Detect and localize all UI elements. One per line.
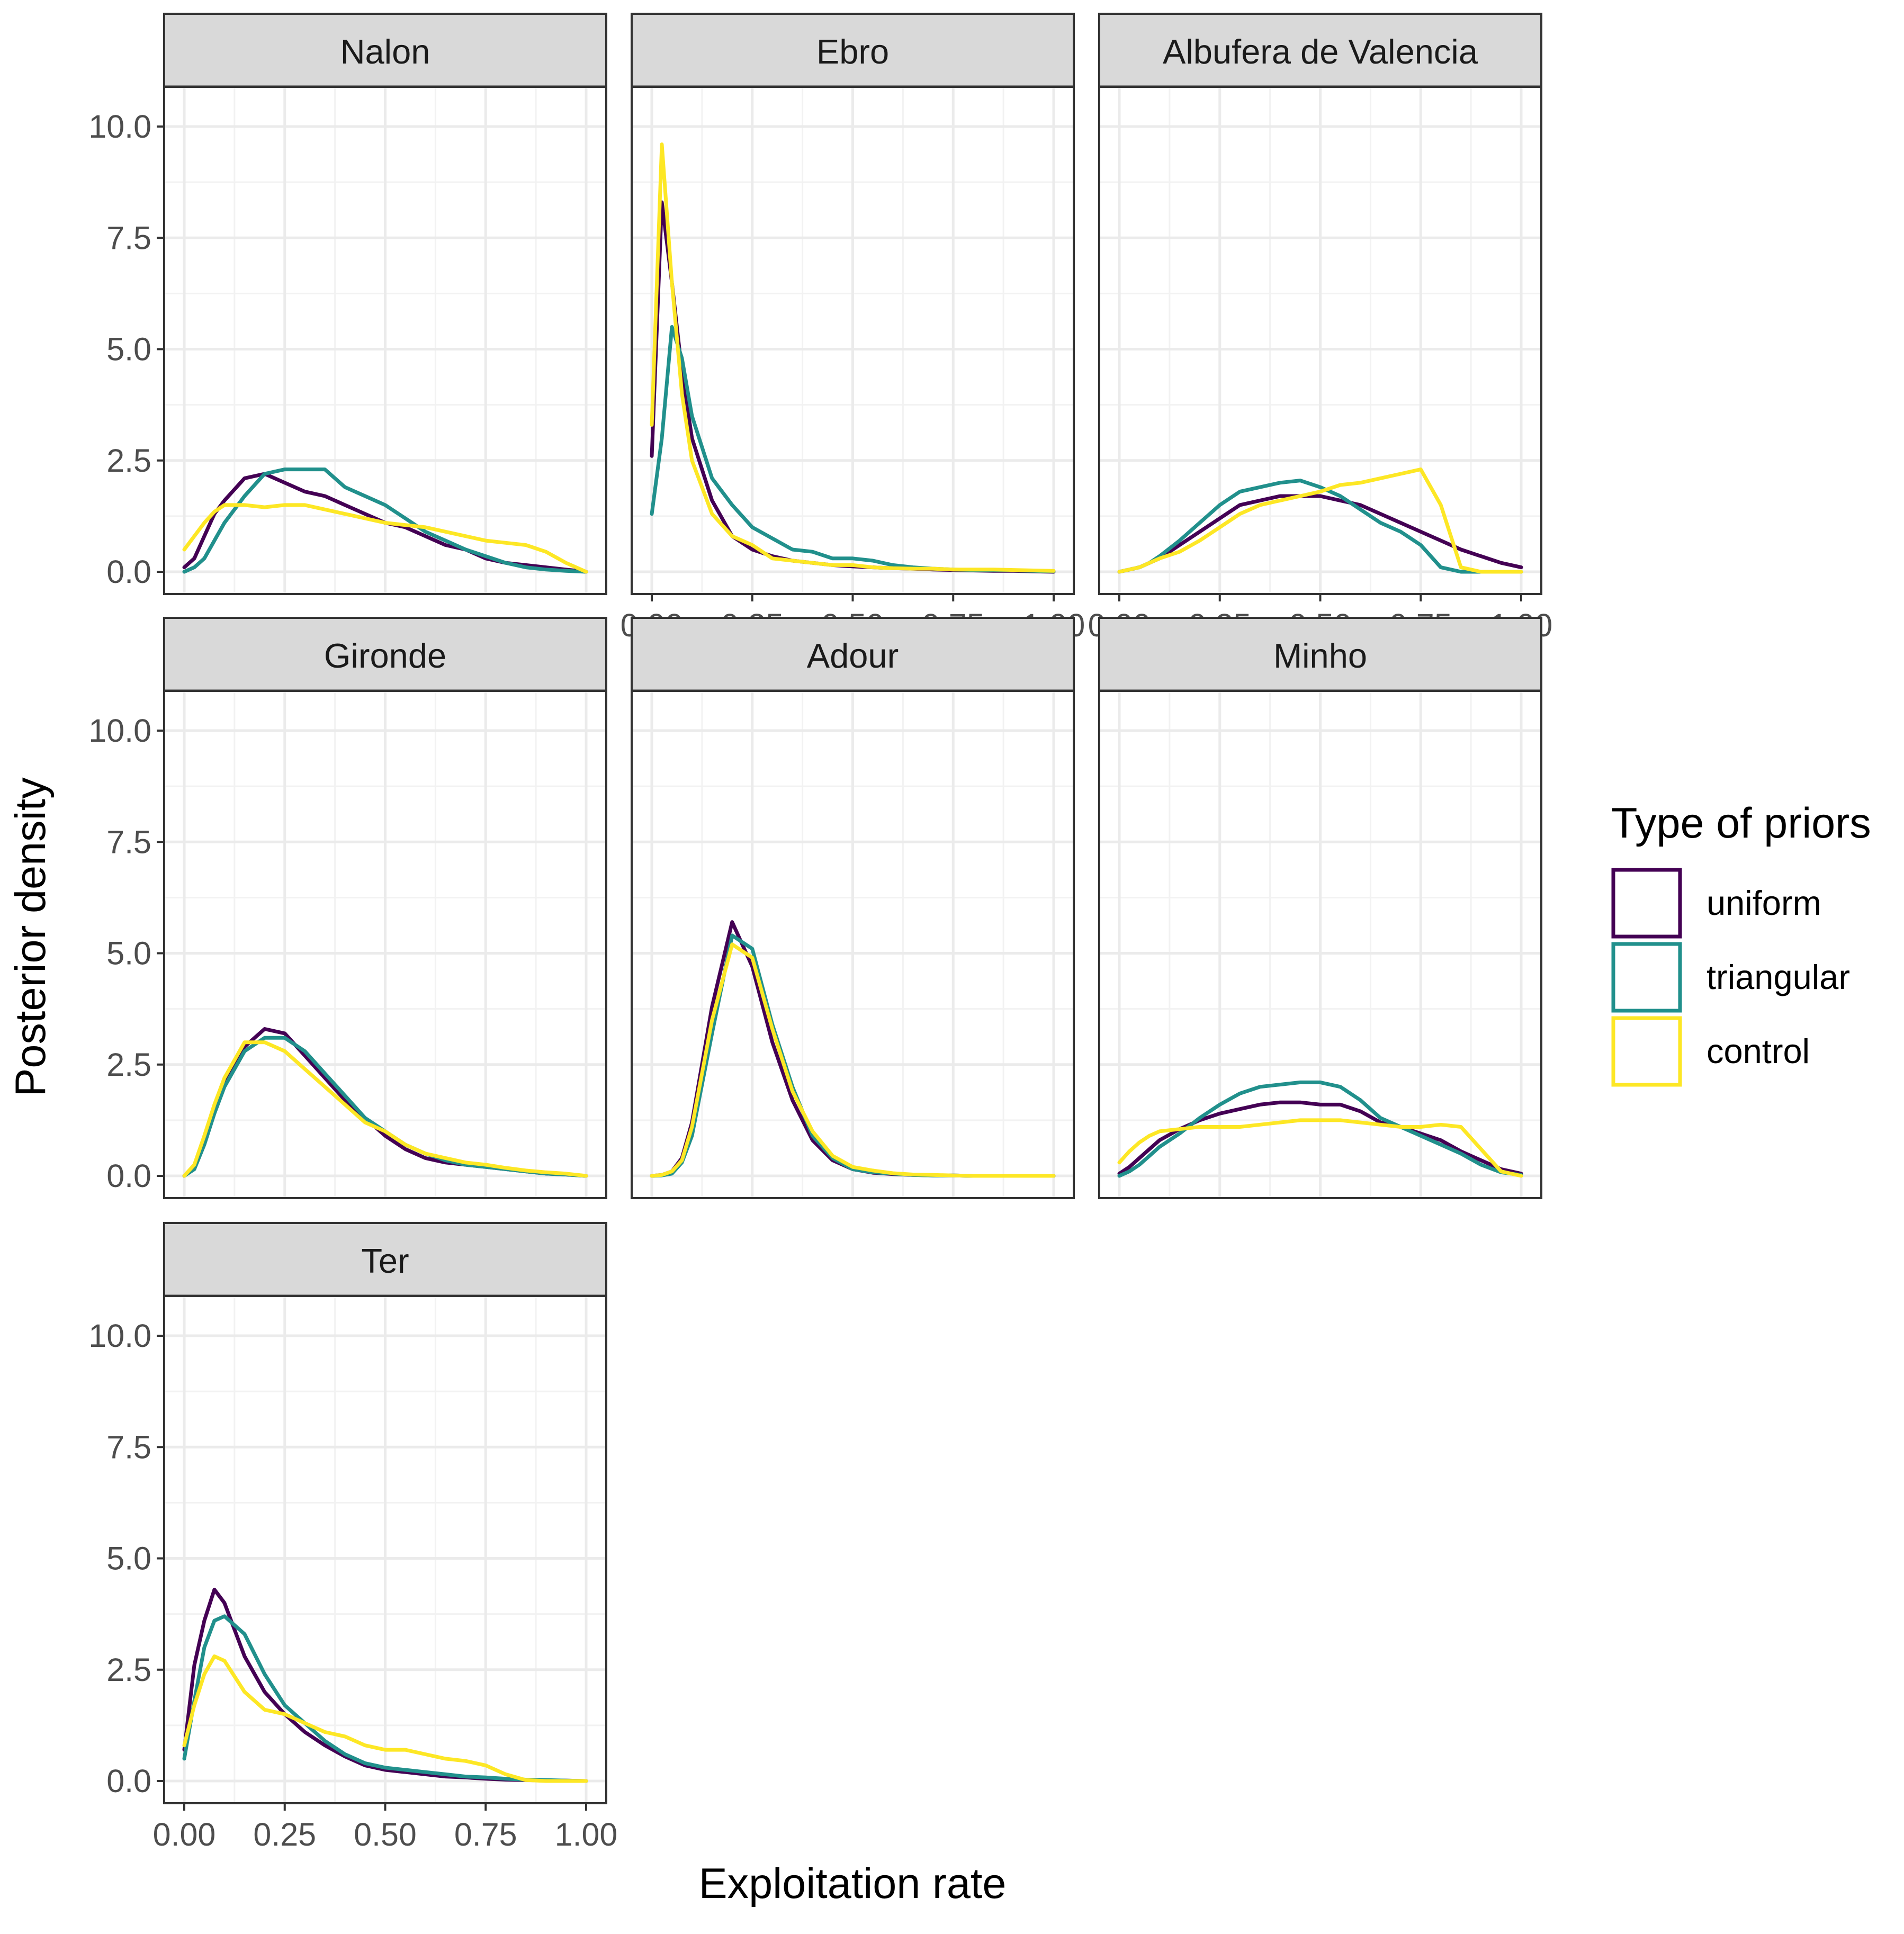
density-line-nalon-control bbox=[182, 503, 588, 574]
x-tick-label: 0.25 bbox=[253, 1816, 316, 1852]
y-tick-label: 7.5 bbox=[106, 824, 151, 860]
y-tick-label: 2.5 bbox=[106, 1047, 151, 1083]
y-tick-label: 2.5 bbox=[106, 443, 151, 479]
y-tick-label: 7.5 bbox=[106, 1429, 151, 1465]
y-tick-label: 5.0 bbox=[106, 1541, 151, 1577]
density-line-ebro-control bbox=[650, 142, 1056, 573]
legend-label-uniform: uniform bbox=[1707, 884, 1821, 922]
panel-ebro: Ebro0.000.250.500.751.00 bbox=[621, 13, 1085, 643]
y-tick-label: 10.0 bbox=[88, 713, 151, 749]
panel-border-minho bbox=[1098, 690, 1542, 1199]
legend-label-control: control bbox=[1707, 1032, 1810, 1071]
legend-title: Type of priors bbox=[1611, 799, 1871, 847]
y-axis-title: Posterior density bbox=[7, 777, 55, 1097]
legend: Type of priors uniform triangular contro… bbox=[1611, 799, 1871, 1087]
x-tick-label: 0.75 bbox=[454, 1816, 517, 1852]
panel-nalon: Nalon 0.0 2.5 5.0 7.5 10.0 bbox=[88, 13, 607, 595]
strip-background-nalon bbox=[163, 13, 607, 88]
panel-ter: Ter 0.0 2.5 5.0 7.5 10.0 0.00 0.25 0.50 0.75 1.00 bbox=[88, 1222, 618, 1852]
strip-title-nalon: Nalon bbox=[340, 32, 430, 71]
density-line-nalon-triangular bbox=[182, 467, 588, 574]
y-tick-label: 0.0 bbox=[106, 1158, 151, 1194]
strip-title-albufera-de-valencia: Albufera de Valencia bbox=[1163, 32, 1478, 71]
panel-border-adour bbox=[631, 690, 1075, 1199]
panel-minho: Minho bbox=[1098, 617, 1542, 1199]
panel-border-nalon bbox=[163, 86, 607, 595]
y-tick-label: 2.5 bbox=[106, 1652, 151, 1688]
x-tick-label: 0.00 bbox=[153, 1816, 216, 1852]
density-line-minho-triangular bbox=[1117, 1080, 1523, 1178]
density-line-minho-control bbox=[1117, 1118, 1523, 1178]
strip-title-gironde: Gironde bbox=[324, 636, 446, 675]
y-tick-label: 5.0 bbox=[106, 935, 151, 972]
density-line-adour-control bbox=[650, 942, 1056, 1178]
density-line-albufera-de-valencia-control bbox=[1117, 467, 1523, 574]
strip-background-ebro bbox=[631, 13, 1075, 88]
x-tick-label: 0.50 bbox=[354, 1816, 417, 1852]
strip-title-ter: Ter bbox=[361, 1242, 409, 1280]
strip-background-minho bbox=[1098, 617, 1542, 692]
panel-albufera-de-valencia: Albufera de Valencia0.000.250.500.751.00 bbox=[1088, 13, 1552, 643]
density-line-ter-triangular bbox=[182, 1614, 588, 1783]
panel-border-gironde bbox=[163, 690, 607, 1199]
y-tick-label: 10.0 bbox=[88, 1318, 151, 1354]
facet-panels: Nalon0.02.55.07.510.0Ebro0.000.250.500.7… bbox=[88, 13, 1552, 1852]
strip-background-albufera-de-valencia bbox=[1098, 13, 1542, 88]
y-tick-label: 0.0 bbox=[106, 1763, 151, 1799]
x-axis-title: Exploitation rate bbox=[699, 1860, 1007, 1908]
strip-title-ebro: Ebro bbox=[816, 32, 889, 71]
y-tick-label: 7.5 bbox=[106, 220, 151, 256]
y-tick-label: 10.0 bbox=[88, 109, 151, 145]
panel-adour: Adour bbox=[631, 617, 1075, 1199]
strip-background-adour bbox=[631, 617, 1075, 692]
legend-key-uniform bbox=[1611, 868, 1682, 939]
y-tick-label: 0.0 bbox=[106, 554, 151, 590]
strip-title-minho: Minho bbox=[1273, 636, 1367, 675]
panel-gironde: Gironde 0.0 2.5 5.0 7.5 10.0 bbox=[88, 617, 607, 1199]
density-line-ter-control bbox=[182, 1654, 588, 1783]
density-line-minho-uniform bbox=[1117, 1100, 1523, 1176]
strip-background-ter bbox=[163, 1222, 607, 1297]
legend-key-control bbox=[1611, 1016, 1682, 1087]
legend-key-triangular bbox=[1611, 942, 1682, 1013]
legend-label-triangular: triangular bbox=[1707, 958, 1850, 996]
strip-title-adour: Adour bbox=[807, 636, 899, 675]
x-tick-label: 1.00 bbox=[555, 1816, 618, 1852]
y-tick-label: 5.0 bbox=[106, 331, 151, 367]
density-line-gironde-control bbox=[182, 1040, 588, 1178]
strip-background-gironde bbox=[163, 617, 607, 692]
